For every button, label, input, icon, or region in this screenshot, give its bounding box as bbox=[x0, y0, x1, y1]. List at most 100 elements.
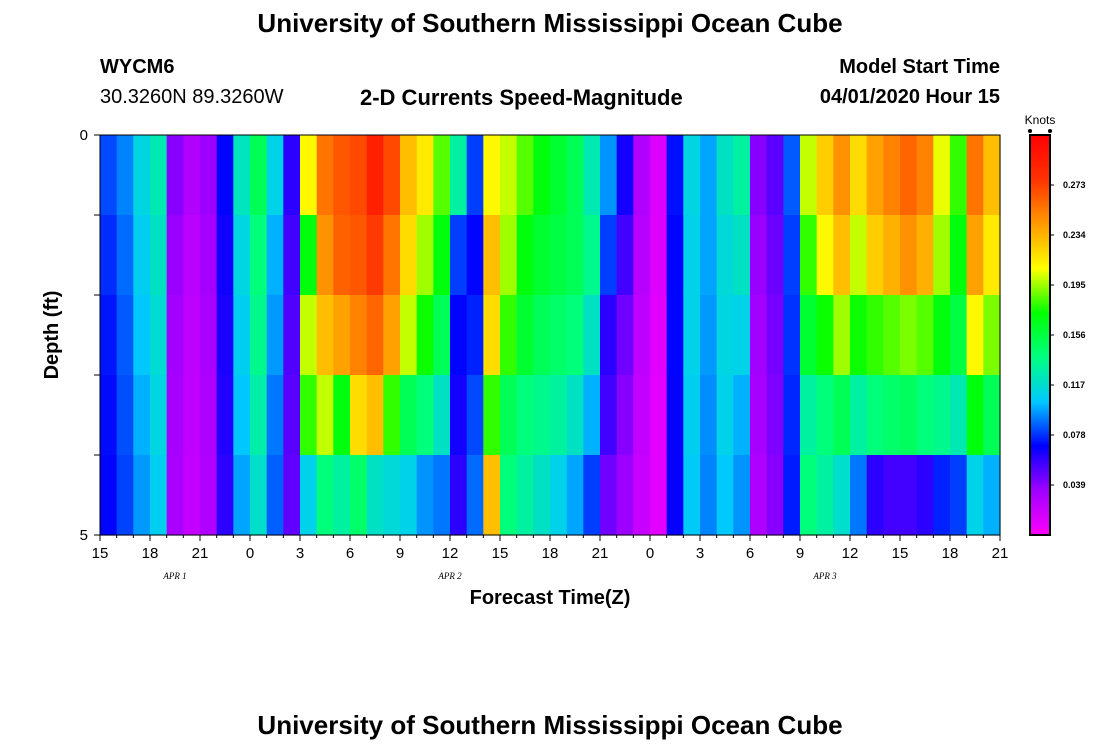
x-tick-label: 18 bbox=[142, 545, 159, 562]
heatmap-cell bbox=[200, 135, 218, 216]
station-coords: 30.3260N 89.3260W bbox=[100, 86, 284, 108]
heatmap-cell bbox=[850, 215, 868, 296]
heatmap-cell bbox=[483, 135, 501, 216]
heatmap-cell bbox=[850, 455, 868, 536]
heatmap-cell bbox=[266, 135, 284, 216]
heatmap-cell bbox=[333, 215, 351, 296]
y-tick-label: 5 bbox=[80, 527, 88, 544]
heatmap-cell bbox=[750, 375, 768, 456]
heatmap-cell bbox=[266, 295, 284, 376]
x-tick-label: 18 bbox=[942, 545, 959, 562]
heatmap-cell bbox=[866, 215, 884, 296]
heatmap-cell bbox=[100, 215, 118, 296]
heatmap-cell bbox=[350, 455, 368, 536]
heatmap-cell bbox=[716, 215, 734, 296]
x-tick-label: 3 bbox=[696, 545, 704, 562]
heatmap-cell bbox=[150, 135, 168, 216]
heatmap-cell bbox=[433, 215, 451, 296]
heatmap-cell bbox=[783, 455, 801, 536]
heatmap-cell bbox=[616, 295, 634, 376]
colorbar-tick-label: 0.078 bbox=[1063, 430, 1086, 440]
heatmap-cell bbox=[966, 295, 984, 376]
heatmap-cell bbox=[266, 375, 284, 456]
heatmap-cell bbox=[583, 135, 601, 216]
heatmap-cell bbox=[583, 295, 601, 376]
heatmap-cell bbox=[816, 455, 834, 536]
heatmap-cell bbox=[866, 375, 884, 456]
heatmap-cell bbox=[566, 455, 584, 536]
heatmap-cell bbox=[666, 295, 684, 376]
heatmap-cell bbox=[283, 215, 301, 296]
heatmap-cell bbox=[283, 295, 301, 376]
heatmap-cell bbox=[250, 455, 268, 536]
heatmap-cell bbox=[700, 375, 718, 456]
heatmap-cell bbox=[950, 375, 968, 456]
heatmap-cell bbox=[233, 375, 251, 456]
heatmap-cell bbox=[150, 295, 168, 376]
heatmap-cell bbox=[950, 455, 968, 536]
heatmap-cell bbox=[783, 135, 801, 216]
heatmap-cell bbox=[333, 135, 351, 216]
heatmap-cell bbox=[816, 215, 834, 296]
heatmap-cell bbox=[633, 455, 651, 536]
heatmap-cell bbox=[366, 135, 384, 216]
heatmap-cell bbox=[283, 375, 301, 456]
x-tick-label: 18 bbox=[542, 545, 559, 562]
heatmap-cell bbox=[366, 215, 384, 296]
heatmap-cell bbox=[116, 215, 134, 296]
heatmap-cell bbox=[300, 455, 318, 536]
heatmap-cell bbox=[650, 455, 668, 536]
heatmap-cell bbox=[616, 215, 634, 296]
heatmap-cell bbox=[400, 375, 418, 456]
heatmap-cell bbox=[450, 215, 468, 296]
heatmap-cell bbox=[833, 135, 851, 216]
heatmap-cell bbox=[916, 375, 934, 456]
heatmap-cell bbox=[383, 455, 401, 536]
heatmap-cell bbox=[216, 455, 234, 536]
heatmap-cell bbox=[283, 455, 301, 536]
heatmap-cell bbox=[983, 375, 1001, 456]
heatmap-cell bbox=[816, 295, 834, 376]
heatmap-cell bbox=[116, 135, 134, 216]
heatmap-cell bbox=[883, 455, 901, 536]
heatmap-cell bbox=[783, 375, 801, 456]
heatmap-cell bbox=[733, 295, 751, 376]
heatmap-cell bbox=[350, 215, 368, 296]
heatmap-cell bbox=[800, 375, 818, 456]
heatmap-cell bbox=[666, 215, 684, 296]
x-tick-label: 9 bbox=[796, 545, 804, 562]
heatmap-cell bbox=[183, 135, 201, 216]
heatmap-cell bbox=[933, 135, 951, 216]
heatmap-cell bbox=[883, 215, 901, 296]
heatmap-cell bbox=[716, 135, 734, 216]
heatmap-cell bbox=[366, 455, 384, 536]
heatmap-cell bbox=[666, 135, 684, 216]
heatmap-cell bbox=[166, 375, 184, 456]
x-tick-label: 6 bbox=[346, 545, 354, 562]
x-date-label: APR 1 bbox=[162, 571, 186, 581]
heatmap-cell bbox=[750, 455, 768, 536]
heatmap-cell bbox=[383, 135, 401, 216]
heatmap-cell bbox=[250, 295, 268, 376]
heatmap-cell bbox=[950, 215, 968, 296]
heatmap-cell bbox=[133, 455, 151, 536]
heatmap-cell bbox=[866, 295, 884, 376]
heatmap-cell bbox=[683, 455, 701, 536]
heatmap-cell bbox=[400, 455, 418, 536]
colorbar-tick-label: 0.273 bbox=[1063, 180, 1086, 190]
heatmap-cell bbox=[816, 135, 834, 216]
heatmap-cell bbox=[333, 375, 351, 456]
heatmap-cell bbox=[650, 375, 668, 456]
y-tick-label: 0 bbox=[80, 127, 88, 144]
x-date-label: APR 3 bbox=[812, 571, 837, 581]
heatmap-cell bbox=[416, 135, 434, 216]
heatmap-cell bbox=[683, 135, 701, 216]
heatmap-cell bbox=[966, 215, 984, 296]
model-start-label: Model Start Time bbox=[839, 56, 1000, 78]
heatmap-cell bbox=[350, 135, 368, 216]
heatmap-cell bbox=[883, 295, 901, 376]
heatmap-cell bbox=[550, 135, 568, 216]
heatmap-cell bbox=[583, 215, 601, 296]
heatmap-cell bbox=[566, 295, 584, 376]
